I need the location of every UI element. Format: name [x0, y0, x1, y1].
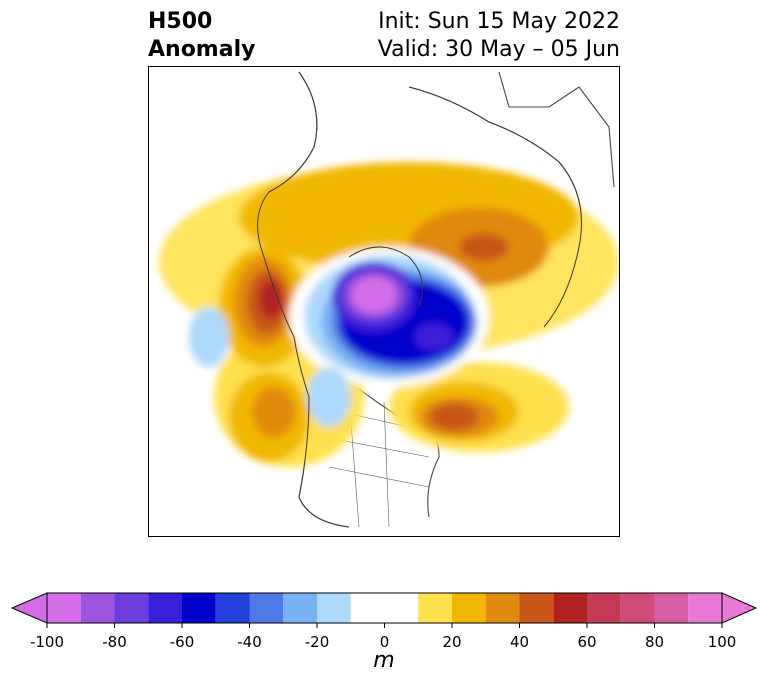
map-dates: Init: Sun 15 May 2022 Valid: 30 May – 05…	[378, 8, 620, 64]
colorbar-segment	[688, 593, 722, 623]
colorbar-segment	[80, 593, 115, 623]
colorbar-tick-label: 100	[708, 633, 737, 651]
colorbar-segment	[317, 593, 351, 623]
colorbar-segment	[47, 593, 81, 623]
colorbar-segment	[148, 593, 182, 623]
title-line-1: H500	[148, 9, 213, 34]
colorbar-tick-label: 20	[442, 633, 461, 651]
colorbar-segment	[620, 593, 655, 623]
colorbar-segment	[215, 593, 250, 623]
valid-date: Valid: 30 May – 05 Jun	[377, 37, 620, 62]
colorbar-tick-label: 80	[645, 633, 664, 651]
colorbar-segment	[418, 593, 452, 623]
colorbar-segment	[350, 593, 419, 623]
colorbar-low-extend	[10, 592, 48, 624]
colorbar-tick-label: -100	[30, 633, 64, 651]
colorbar-tick-label: -80	[102, 633, 127, 651]
anomaly-map	[148, 66, 620, 537]
colorbar-segment	[114, 593, 149, 623]
map-svg	[159, 71, 619, 528]
colorbar: -100 -80 -60 -40 -20 0 20 40 60 80 100	[10, 592, 758, 651]
colorbar-segment	[519, 593, 554, 623]
colorbar-segment	[587, 593, 621, 623]
map-title: H500 Anomaly	[148, 8, 255, 64]
colorbar-segment	[249, 593, 284, 623]
colorbar-tick-label: -40	[237, 633, 262, 651]
colorbar-tick-label: 40	[510, 633, 529, 651]
colorbar-tick-label: 60	[577, 633, 596, 651]
anomaly-field	[159, 162, 619, 467]
colorbar-segment	[452, 593, 486, 623]
colorbar-segment	[553, 593, 587, 623]
title-line-2: Anomaly	[148, 37, 256, 62]
colorbar-high-extend	[721, 592, 758, 624]
colorbar-tick-label: -60	[170, 633, 195, 651]
init-date: Init: Sun 15 May 2022	[378, 9, 620, 34]
colorbar-tick-label: 0	[380, 633, 390, 651]
colorbar-unit-label: m	[373, 648, 395, 673]
colorbar-segment	[182, 593, 216, 623]
colorbar-segment	[283, 593, 317, 623]
colorbar-segment	[654, 593, 689, 623]
colorbar-tick-label: -20	[305, 633, 330, 651]
colorbar-segment	[485, 593, 520, 623]
